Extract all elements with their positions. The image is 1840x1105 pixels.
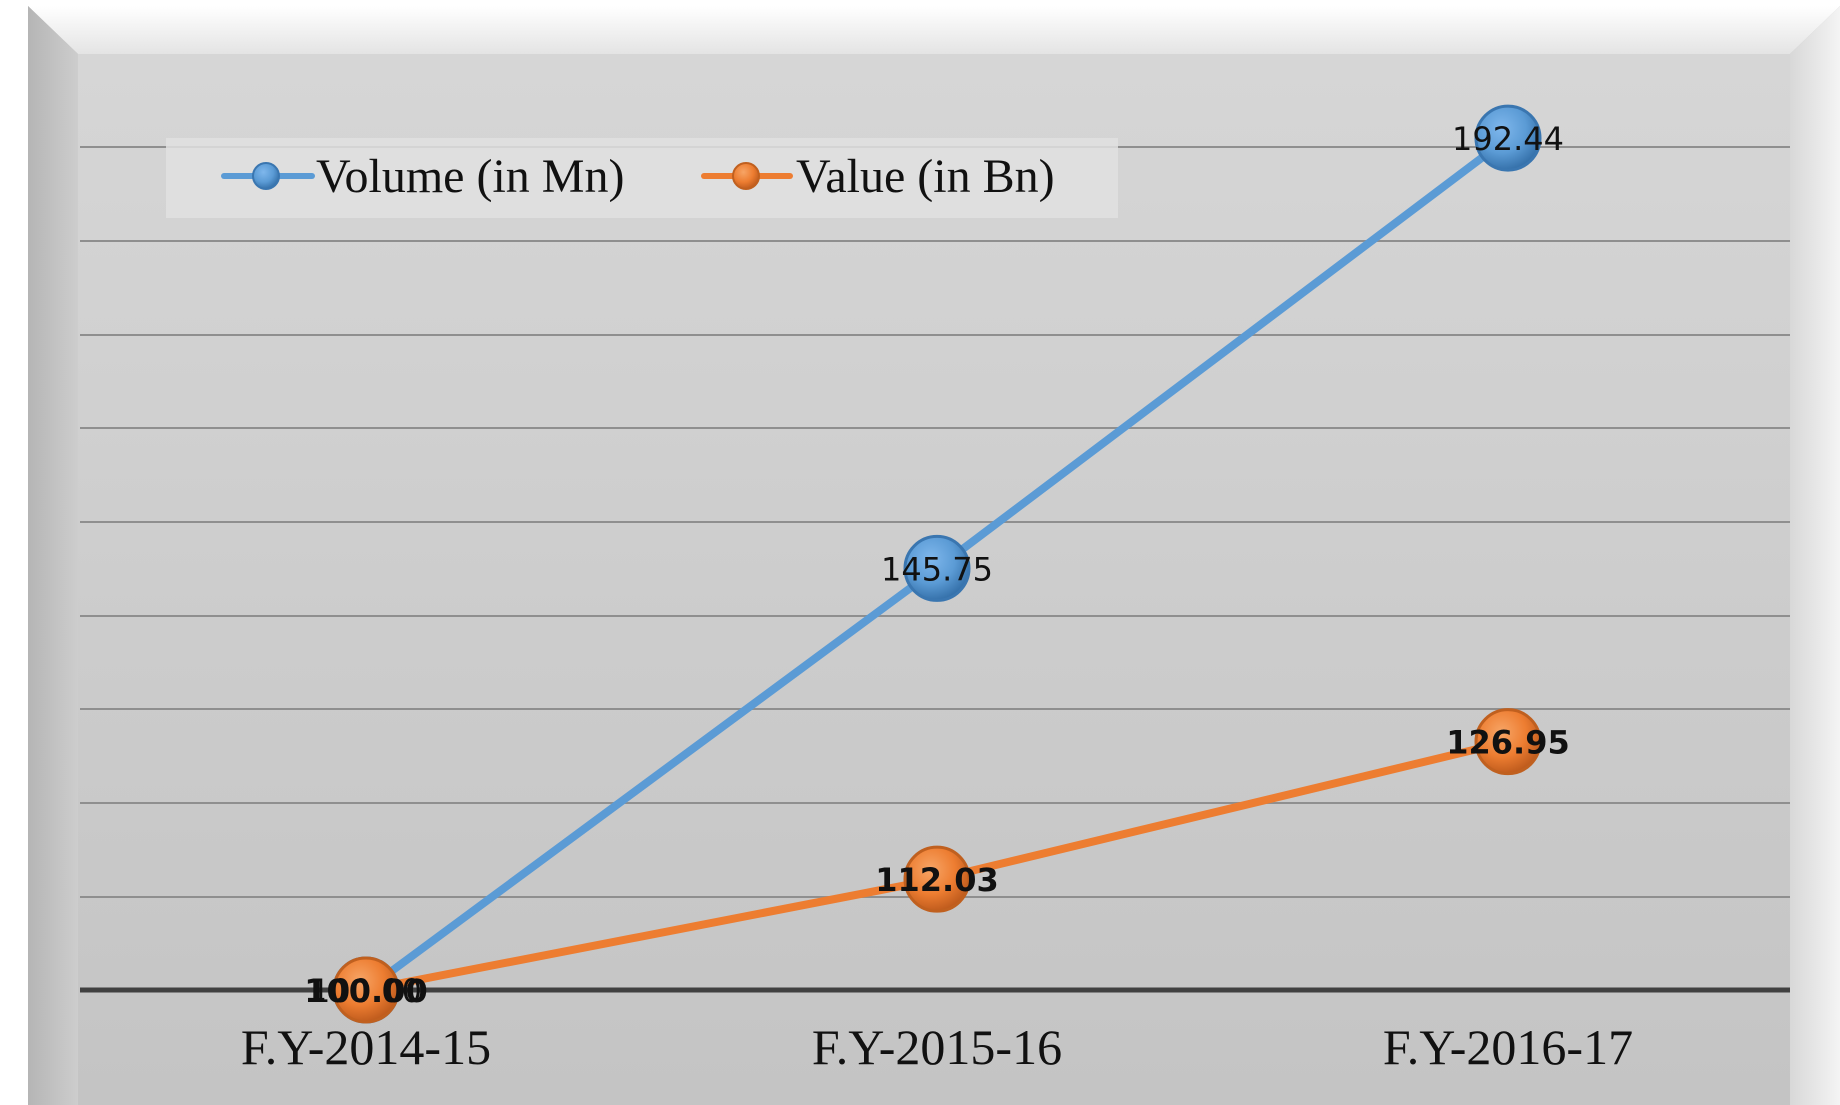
legend-label-value: Value (in Bn) <box>796 150 1055 203</box>
data-label-volume: 192.44 <box>1452 120 1564 158</box>
data-point-value <box>1474 708 1542 776</box>
data-point-value <box>332 956 400 1024</box>
legend-item-volume: Volume (in Mn) <box>221 150 624 203</box>
data-point-volume <box>903 534 971 602</box>
data-point-volume <box>1474 104 1542 172</box>
data-label-value: 100.00 <box>304 972 427 1010</box>
x-tick-label: F.Y-2015-16 <box>812 1019 1062 1075</box>
data-label-volume: 100.00 <box>310 972 422 1010</box>
x-tick-label: F.Y-2016-17 <box>1383 1019 1633 1075</box>
data-label-volume: 145.75 <box>881 550 993 588</box>
data-label-value: 112.03 <box>875 861 998 899</box>
legend-marker-value <box>732 162 760 190</box>
series-layer <box>332 104 1542 1024</box>
x-tick-label: F.Y-2014-15 <box>241 1019 491 1075</box>
legend-label-volume: Volume (in Mn) <box>316 150 624 203</box>
x-axis-tick-labels: F.Y-2014-15 F.Y-2015-16 F.Y-2016-17 <box>241 1019 1633 1075</box>
legend: Volume (in Mn) Value (in Bn) <box>166 138 1118 218</box>
legend-marker-volume <box>252 162 280 190</box>
legend-item-value: Value (in Bn) <box>701 150 1055 203</box>
data-label-value: 126.95 <box>1446 724 1569 762</box>
legend-box <box>166 138 1118 218</box>
data-point-value <box>903 845 971 913</box>
